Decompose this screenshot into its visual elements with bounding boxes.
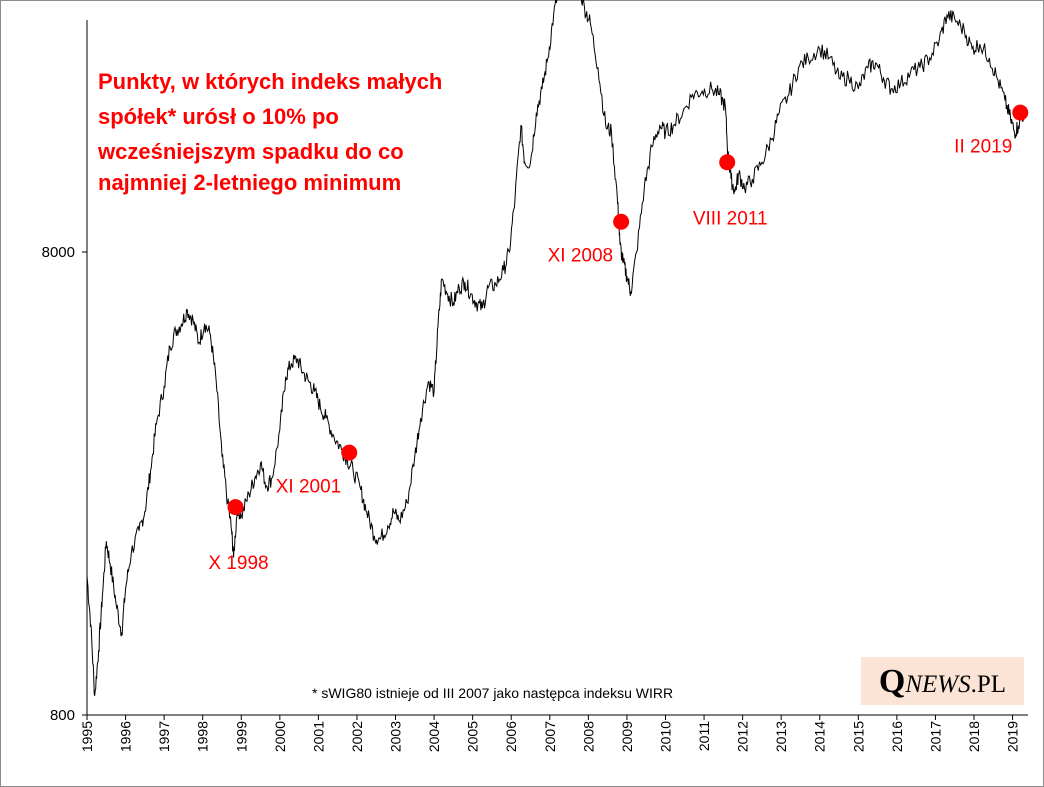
axes bbox=[82, 20, 1028, 720]
logo-pl: .PL bbox=[970, 671, 1007, 698]
x-tick-label: 2000 bbox=[272, 721, 288, 752]
marker-label-2: XI 2001 bbox=[276, 477, 342, 498]
x-tick-label: 2017 bbox=[927, 721, 943, 752]
series-line bbox=[86, 0, 1025, 696]
logo-q: Q bbox=[878, 663, 906, 700]
x-tick-label: 2018 bbox=[966, 721, 982, 752]
x-tick-label: 2019 bbox=[1005, 721, 1021, 752]
marker-label-5: II 2019 bbox=[954, 137, 1012, 158]
x-tick-label: 2016 bbox=[889, 721, 905, 752]
x-tick-label: 2012 bbox=[735, 721, 751, 752]
x-tick-label: 2008 bbox=[580, 721, 596, 752]
x-tick-label: 2009 bbox=[619, 721, 635, 752]
x-tick-label: 1995 bbox=[79, 721, 95, 752]
marker-3 bbox=[613, 213, 630, 230]
marker-label-3: XI 2008 bbox=[548, 246, 614, 267]
qnews-logo: QNEWS.PL bbox=[861, 657, 1024, 705]
x-tick-labels: 1995 1996 1997 1998 1999 2000 2001 2002 2003 2004… bbox=[79, 721, 1021, 752]
logo-news: NEWS bbox=[905, 671, 971, 698]
x-tick-label: 2005 bbox=[465, 721, 481, 752]
x-tick-label: 2011 bbox=[696, 721, 712, 751]
x-tick-label: 1998 bbox=[195, 721, 211, 752]
markers: X 1998 XI 2001 XI 2008 VIII 2011 II 2019 bbox=[208, 104, 1029, 574]
footnote: * sWIG80 istnieje od III 2007 jako nastę… bbox=[312, 685, 673, 701]
x-tick-label: 2006 bbox=[503, 721, 519, 752]
x-tick-label: 2013 bbox=[773, 721, 789, 752]
x-tick-label: 2001 bbox=[310, 721, 326, 752]
x-tick-label: 2003 bbox=[388, 721, 404, 752]
chart-title: Punkty, w których indeks małych spółek* … bbox=[97, 69, 442, 195]
title-line-2: spółek* urósł o 10% po bbox=[98, 104, 339, 129]
x-tick-label: 1996 bbox=[118, 721, 134, 752]
marker-5 bbox=[1012, 104, 1029, 121]
x-tick-label: 2002 bbox=[349, 721, 365, 752]
y-tick-label: 8000 bbox=[42, 244, 75, 261]
y-tick-labels: 800 8000 bbox=[42, 244, 75, 724]
marker-label-1: X 1998 bbox=[208, 553, 268, 574]
x-tick-label: 1999 bbox=[233, 721, 249, 752]
title-line-4: najmniej 2-letniego minimum bbox=[98, 170, 401, 195]
x-tick-label: 2007 bbox=[542, 721, 558, 752]
x-tick-label: 2015 bbox=[850, 721, 866, 752]
x-tick-label: 2010 bbox=[657, 721, 673, 752]
y-tick-label: 800 bbox=[50, 707, 75, 724]
marker-label-4: VIII 2011 bbox=[693, 208, 768, 229]
marker-1 bbox=[227, 499, 244, 516]
marker-2 bbox=[341, 444, 358, 461]
title-line-3: wcześniejszym spadku do co bbox=[97, 139, 404, 164]
x-tick-label: 1997 bbox=[156, 721, 172, 752]
title-line-1: Punkty, w których indeks małych bbox=[98, 69, 442, 94]
x-tick-label: 2004 bbox=[426, 721, 442, 752]
marker-4 bbox=[719, 154, 736, 171]
x-tick-label: 2014 bbox=[812, 721, 828, 752]
